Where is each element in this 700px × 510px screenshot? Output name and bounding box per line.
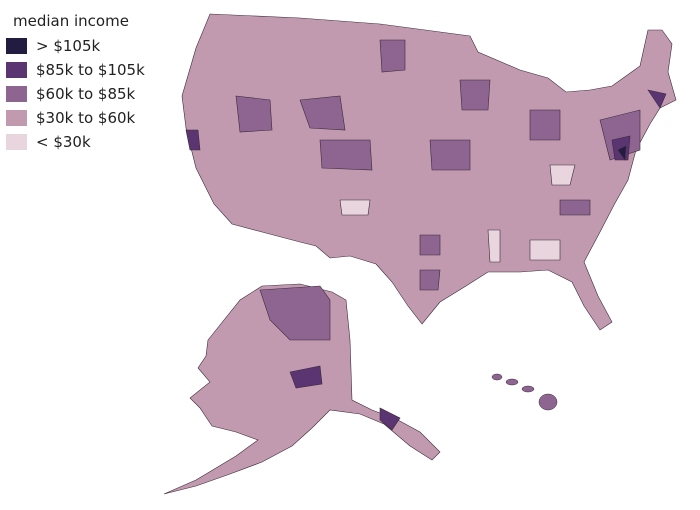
legend-item: $60k to $85k bbox=[6, 82, 145, 106]
income-region bbox=[339, 199, 371, 216]
legend-label: $60k to $85k bbox=[36, 85, 136, 103]
legend-item: < $30k bbox=[6, 130, 145, 154]
income-region bbox=[459, 79, 491, 111]
income-region bbox=[259, 285, 331, 341]
income-region bbox=[611, 135, 631, 161]
hawaii-island bbox=[491, 373, 503, 381]
income-region bbox=[185, 129, 201, 151]
legend-item: $85k to $105k bbox=[6, 58, 145, 82]
legend-label: > $105k bbox=[36, 37, 101, 55]
income-region bbox=[647, 89, 667, 109]
income-region bbox=[319, 139, 373, 171]
income-region bbox=[299, 95, 346, 131]
legend-swatch bbox=[6, 134, 27, 150]
income-region bbox=[549, 164, 576, 186]
legend-title: median income bbox=[13, 12, 129, 30]
legend-swatch bbox=[6, 110, 27, 126]
legend-label: < $30k bbox=[36, 133, 91, 151]
income-region bbox=[379, 39, 406, 73]
legend-label: $85k to $105k bbox=[36, 61, 145, 79]
legend-label: $30k to $60k bbox=[36, 109, 136, 127]
alaska bbox=[163, 283, 441, 495]
income-region bbox=[235, 95, 273, 133]
income-region bbox=[617, 145, 627, 161]
legend-item: > $105k bbox=[6, 34, 145, 58]
income-region bbox=[289, 365, 323, 389]
legend-swatch bbox=[6, 86, 27, 102]
legend-item: $30k to $60k bbox=[6, 106, 145, 130]
hawaii-island bbox=[505, 378, 519, 386]
income-region bbox=[429, 139, 471, 171]
income-region bbox=[599, 109, 641, 161]
hawaii-island bbox=[538, 393, 558, 411]
hawaii-island bbox=[521, 385, 535, 393]
legend-swatch bbox=[6, 38, 27, 54]
income-region bbox=[419, 269, 441, 291]
income-region bbox=[559, 199, 591, 216]
legend: median income > $105k $85k to $105k $60k t… bbox=[6, 12, 145, 154]
income-region bbox=[529, 239, 561, 261]
income-region bbox=[487, 229, 501, 263]
income-region bbox=[529, 109, 561, 141]
legend-swatch bbox=[6, 62, 27, 78]
income-region bbox=[419, 234, 441, 256]
income-region bbox=[379, 407, 401, 431]
